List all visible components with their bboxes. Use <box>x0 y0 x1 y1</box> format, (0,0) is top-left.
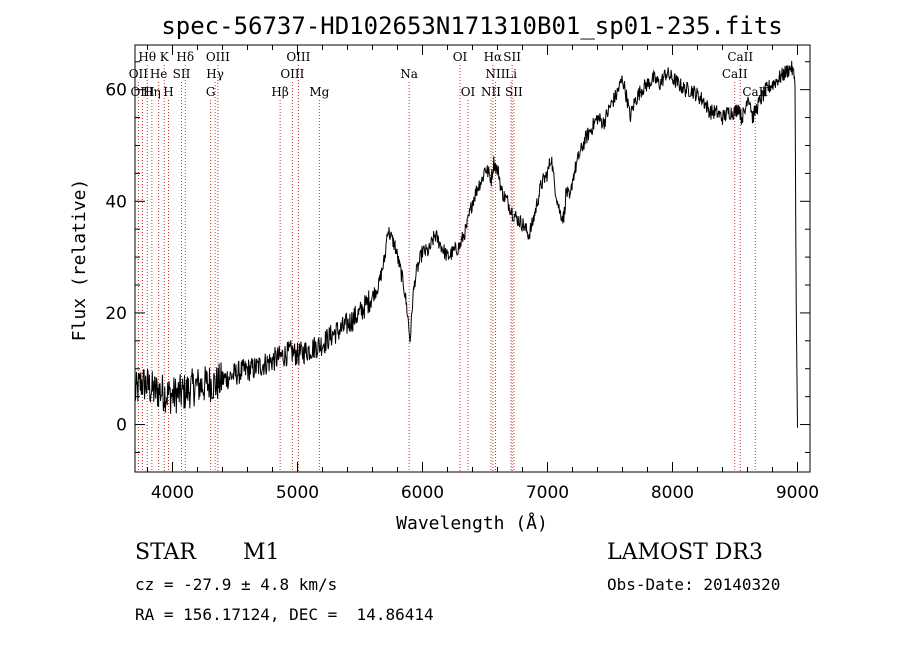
x-tick-label: 5000 <box>276 483 319 503</box>
y-tick-label: 40 <box>105 192 127 212</box>
x-tick-label: 9000 <box>776 483 819 503</box>
line-label: Hα <box>484 50 503 64</box>
observation-date: Obs-Date: 20140320 <box>607 575 781 594</box>
line-label: SII <box>503 50 521 64</box>
line-label: NII <box>481 85 501 99</box>
x-tick-label: 6000 <box>401 483 444 503</box>
survey-name: LAMOST DR3 <box>607 540 763 565</box>
line-label: SII <box>173 67 191 81</box>
line-label: OIII <box>130 85 154 99</box>
coordinates: RA = 156.17124, DEC = 14.86414 <box>135 605 434 624</box>
line-label: K <box>160 50 170 64</box>
object-class: STAR <box>135 540 196 565</box>
line-label: OII <box>129 67 149 81</box>
line-label: CaII <box>722 67 748 81</box>
y-tick-label: 0 <box>116 416 127 436</box>
x-tick-label: 8000 <box>651 483 694 503</box>
line-label: OI <box>461 85 476 99</box>
x-axis-ticks: 4000 5000 6000 7000 8000 9000 <box>147 45 819 503</box>
y-axis-label: Flux (relative) <box>69 179 90 342</box>
chart-title: spec-56737-HD102653N171310B01_sp01-235.f… <box>161 12 782 40</box>
line-label: Na <box>400 67 418 81</box>
x-tick-label: 7000 <box>526 483 569 503</box>
line-label: OIII <box>206 50 230 64</box>
line-label: Hθ <box>138 50 156 64</box>
line-label: Hβ <box>271 85 288 99</box>
spectrum-line <box>134 60 799 428</box>
line-label: Hγ <box>206 67 224 81</box>
line-label: G <box>206 85 216 99</box>
line-label: Hδ <box>176 50 194 64</box>
line-label: OIII <box>280 67 304 81</box>
line-label: Li <box>505 67 517 81</box>
x-tick-label: 4000 <box>151 483 194 503</box>
spectrum-chart: spec-56737-HD102653N171310B01_sp01-235.f… <box>69 12 819 534</box>
line-label: H <box>163 85 173 99</box>
line-label: OIII <box>286 50 310 64</box>
line-label: NII <box>486 67 506 81</box>
line-label: Hη <box>143 85 161 99</box>
y-axis-ticks: 0 20 40 60 <box>105 61 810 453</box>
y-tick-label: 20 <box>105 304 127 324</box>
line-label: Mg <box>309 85 329 99</box>
line-label: He <box>150 67 168 81</box>
line-label: SII <box>505 85 523 99</box>
line-label: OI <box>453 50 468 64</box>
line-label: CaII <box>727 50 753 64</box>
redshift-info: cz = -27.9 ± 4.8 km/s <box>135 575 338 594</box>
emission-line-markers <box>137 65 756 472</box>
y-tick-label: 60 <box>105 81 127 101</box>
object-subclass: M1 <box>243 540 280 565</box>
x-axis-label: Wavelength (Å) <box>396 512 548 534</box>
